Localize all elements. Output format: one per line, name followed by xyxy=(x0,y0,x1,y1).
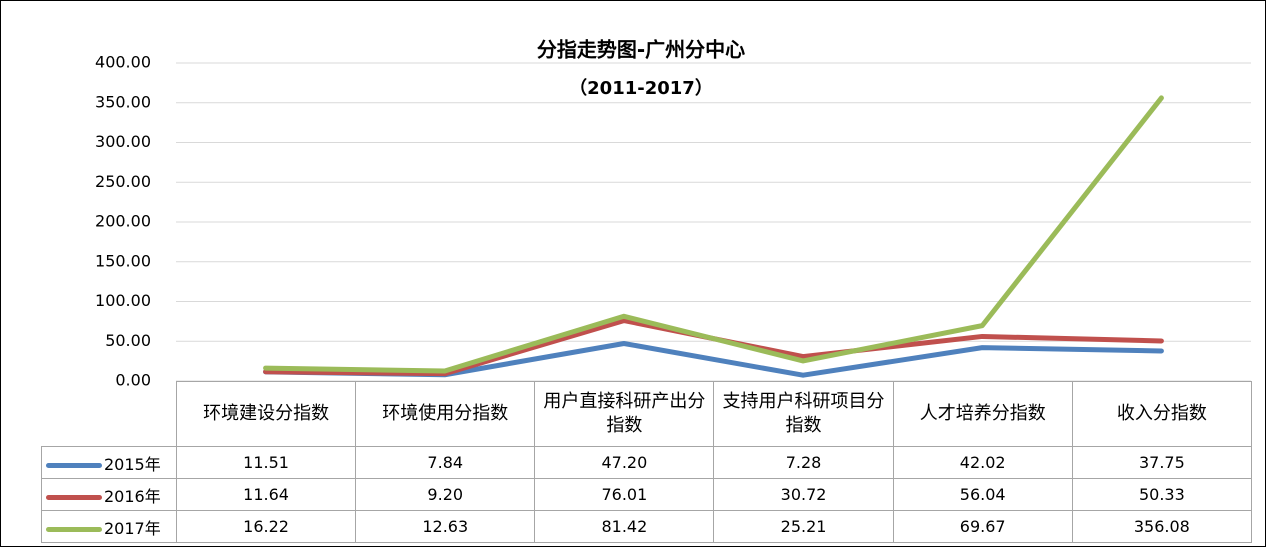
value-label: 42.02 xyxy=(892,446,1073,479)
y-tick-label: 50.00 xyxy=(105,331,151,350)
category-label: 用户直接科研产出分指数 xyxy=(534,381,715,447)
legend-entry: 2017年 xyxy=(41,510,177,543)
data-table: 环境建设分指数 环境使用分指数 用户直接科研产出分指数 支持用户科研项目分指数 人才培养… xyxy=(41,381,1252,543)
series-row: 2016年 11.64 9.20 76.01 30.72 56.04 50.33 xyxy=(41,478,1252,511)
series-row: 2017年 16.22 12.63 81.42 25.21 69.67 356.08 xyxy=(41,510,1252,543)
y-tick-label: 250.00 xyxy=(95,172,151,191)
value-label: 12.63 xyxy=(355,510,536,543)
value-label: 25.21 xyxy=(713,510,894,543)
series-row: 2015年 11.51 7.84 47.20 7.28 42.02 37.75 xyxy=(41,446,1252,479)
value-label: 47.20 xyxy=(534,446,715,479)
value-label: 81.42 xyxy=(534,510,715,543)
series-line xyxy=(263,95,1164,374)
y-tick-label: 400.00 xyxy=(95,53,151,72)
y-tick-label: 300.00 xyxy=(95,132,151,151)
category-label: 支持用户科研项目分指数 xyxy=(713,381,894,447)
legend-label: 2015年 xyxy=(104,454,161,474)
chart-title: 分指走势图-广州分中心 xyxy=(537,38,745,62)
legend-entry: 2015年 xyxy=(41,446,177,479)
category-label: 环境建设分指数 xyxy=(175,381,357,447)
legend-label: 2016年 xyxy=(104,486,161,506)
value-label: 9.20 xyxy=(355,478,536,511)
value-label: 69.67 xyxy=(892,510,1073,543)
value-label: 37.75 xyxy=(1071,446,1252,479)
value-label: 7.28 xyxy=(713,446,894,479)
category-label: 环境使用分指数 xyxy=(355,381,536,447)
header-row: 环境建设分指数 环境使用分指数 用户直接科研产出分指数 支持用户科研项目分指数 人才培养… xyxy=(41,381,1252,447)
value-label: 76.01 xyxy=(534,478,715,511)
blank-cell xyxy=(41,381,177,447)
y-tick-label: 350.00 xyxy=(95,92,151,111)
y-tick-label: 150.00 xyxy=(95,251,151,270)
legend-swatch xyxy=(46,526,102,532)
value-label: 11.64 xyxy=(175,478,357,511)
value-label: 11.51 xyxy=(175,446,357,479)
value-label: 7.84 xyxy=(355,446,536,479)
value-label: 50.33 xyxy=(1071,478,1252,511)
value-label: 356.08 xyxy=(1071,510,1252,543)
legend-label: 2017年 xyxy=(104,518,161,538)
y-tick-label: 200.00 xyxy=(95,212,151,231)
legend-swatch xyxy=(46,494,102,500)
legend-entry: 2016年 xyxy=(41,478,177,511)
chart-subtitle: （2011-2017） xyxy=(569,78,713,99)
value-label: 16.22 xyxy=(175,510,357,543)
legend-swatch xyxy=(46,462,102,468)
category-label: 人才培养分指数 xyxy=(892,381,1073,447)
y-tick-label: 100.00 xyxy=(95,291,151,310)
value-label: 56.04 xyxy=(892,478,1073,511)
value-label: 30.72 xyxy=(713,478,894,511)
category-label: 收入分指数 xyxy=(1071,381,1252,447)
